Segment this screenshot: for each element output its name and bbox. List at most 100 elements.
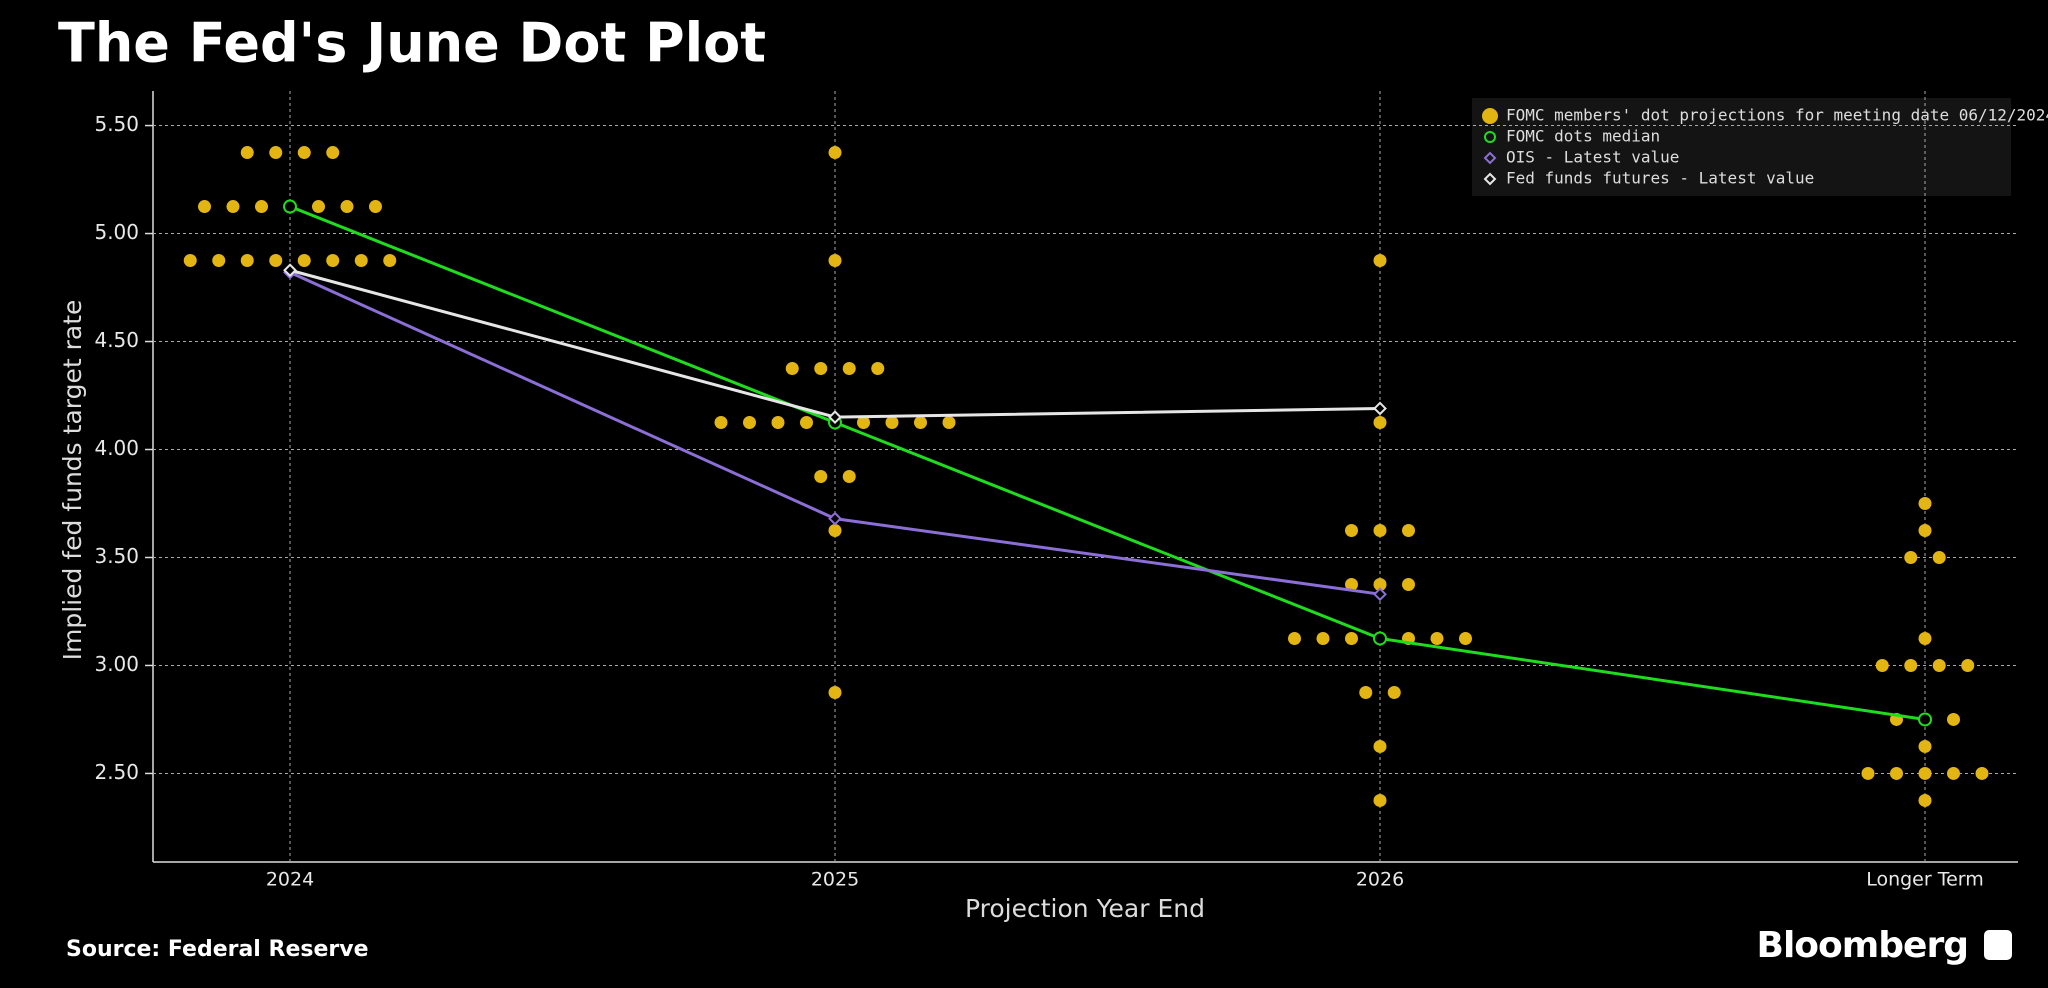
- dot: [1918, 766, 1932, 780]
- series-line: [289, 205, 1926, 721]
- dot: [1387, 685, 1401, 699]
- dot: [828, 685, 842, 699]
- dot: [828, 523, 842, 537]
- dot: [240, 146, 254, 160]
- dot: [340, 200, 354, 214]
- dot: [828, 254, 842, 268]
- dot: [226, 200, 240, 214]
- dot: [1918, 523, 1932, 537]
- dot: [1975, 766, 1989, 780]
- dot: [297, 146, 311, 160]
- dot: [1947, 766, 1960, 780]
- legend-label: FOMC dots median: [1506, 127, 1660, 146]
- dot: [1402, 577, 1415, 591]
- dot: [312, 200, 325, 214]
- y-tick-label: 4.00: [94, 436, 139, 460]
- dot: [1288, 631, 1301, 645]
- brand-icon: [1984, 930, 2012, 960]
- dot: [1904, 658, 1918, 672]
- dot: [743, 416, 756, 430]
- dot: [1932, 550, 1946, 564]
- dot: [212, 254, 226, 268]
- legend-label: FOMC members' dot projections for meetin…: [1506, 106, 2048, 125]
- dot: [1345, 523, 1358, 537]
- dot: [198, 200, 211, 214]
- dot: [914, 416, 927, 430]
- dot: [828, 146, 842, 160]
- dot: [354, 254, 368, 268]
- dot: [771, 416, 785, 430]
- diamond-marker: [1373, 587, 1387, 602]
- dot: [1932, 658, 1946, 672]
- dot: [183, 254, 197, 268]
- y-tick-label: 3.00: [94, 652, 139, 676]
- dot: [1875, 658, 1889, 672]
- dot: [383, 254, 397, 268]
- dot: [842, 470, 856, 483]
- dot: [1373, 577, 1387, 591]
- dot: [1861, 766, 1875, 780]
- dot: [1947, 712, 1960, 726]
- brand: Bloomberg: [1757, 925, 1968, 966]
- dot: [1918, 631, 1932, 645]
- legend-symbol: [1484, 131, 1496, 143]
- diamond-marker: [828, 511, 842, 526]
- diamond-marker: [828, 410, 842, 425]
- dot: [1890, 766, 1903, 780]
- dot: [857, 416, 870, 430]
- dot: [1904, 550, 1918, 564]
- y-axis-title: Implied fed funds target rate: [58, 300, 87, 661]
- dot: [1961, 658, 1975, 672]
- dot: [1359, 685, 1373, 699]
- dot: [326, 146, 340, 160]
- dot: [269, 254, 283, 268]
- dot: [1373, 793, 1387, 807]
- source: Source: Federal Reserve: [66, 937, 369, 962]
- dot: [1345, 577, 1358, 591]
- dot: [785, 362, 799, 376]
- dot: [1430, 631, 1444, 645]
- dot: [1373, 523, 1387, 537]
- dot: [1373, 254, 1387, 268]
- dot: [1316, 631, 1330, 645]
- dot: [255, 200, 268, 214]
- median-marker: [1373, 631, 1387, 646]
- legend-symbol: [1482, 108, 1498, 124]
- dot: [326, 254, 340, 268]
- y-tick-label: 2.50: [94, 760, 139, 784]
- x-axis-title: Projection Year End: [965, 894, 1205, 923]
- dot: [1918, 739, 1932, 753]
- median-marker: [283, 199, 297, 214]
- dot: [1918, 793, 1932, 807]
- y-tick-label: 3.50: [94, 544, 139, 568]
- dot: [1345, 631, 1358, 645]
- dot: [369, 200, 382, 214]
- y-tick-label: 5.00: [94, 220, 139, 244]
- dot: [297, 254, 311, 268]
- y-tick-label: 5.50: [94, 112, 139, 136]
- dot: [842, 362, 856, 376]
- dot: [871, 362, 885, 376]
- dot: [240, 254, 254, 268]
- dot: [1402, 523, 1415, 537]
- chart-title: The Fed's June Dot Plot: [58, 12, 766, 75]
- dot: [800, 416, 813, 430]
- dot: [814, 470, 828, 483]
- diamond-marker: [1373, 401, 1387, 416]
- dot: [269, 146, 283, 160]
- median-marker: [1918, 712, 1932, 727]
- x-tick-label: 2025: [811, 869, 859, 891]
- legend-symbol: [1483, 151, 1497, 165]
- diamond-marker: [283, 263, 297, 278]
- legend-box: [1472, 98, 2011, 196]
- legend-symbol: [1483, 172, 1497, 186]
- dot: [1918, 496, 1932, 510]
- dot: [942, 416, 956, 430]
- x-tick-label: Longer Term: [1866, 869, 1984, 891]
- dot: [1373, 416, 1387, 430]
- dot: [1459, 631, 1472, 645]
- dot: [814, 362, 828, 376]
- x-tick-label: 2024: [266, 869, 314, 891]
